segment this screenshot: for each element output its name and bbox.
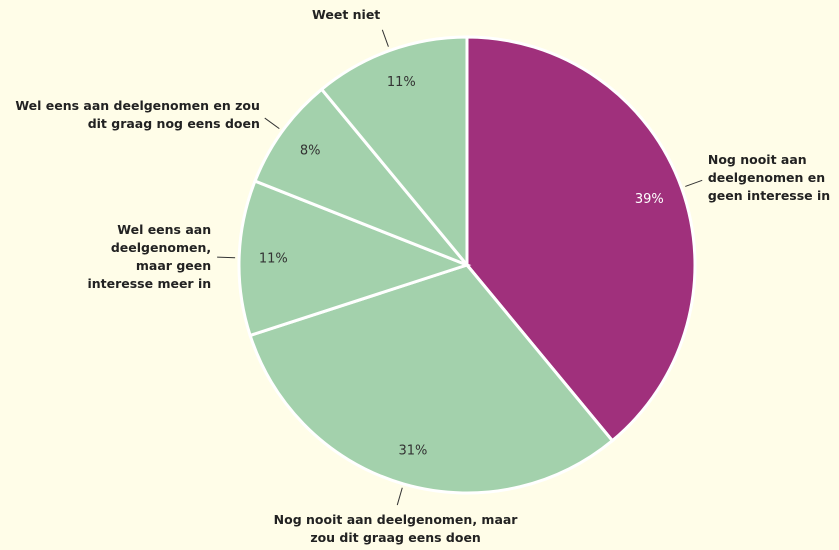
pie-slice: [465, 35, 697, 443]
leader-line: [264, 117, 280, 130]
leader-line: [396, 487, 403, 506]
leader-line: [685, 179, 703, 187]
pie-slice: [248, 263, 615, 495]
value-label: 31%: [398, 444, 427, 459]
pie-slice: [237, 179, 472, 338]
category-label: Wel eens aan deelgenomen, maar geen inte…: [87, 221, 212, 291]
leader-line: [381, 29, 389, 47]
value-label: 11%: [259, 251, 288, 266]
category-label: Wel eens aan deelgenomen en zou dit graa…: [15, 97, 260, 131]
pie-slice: [253, 87, 469, 267]
value-label: 39%: [635, 192, 664, 207]
category-label: Weet niet: [312, 7, 381, 23]
leader-line: [217, 256, 236, 259]
category-label: Nog nooit aan deelgenomen en geen intere…: [707, 152, 831, 204]
value-label: 11%: [387, 75, 416, 90]
value-label: 8%: [300, 144, 321, 159]
category-label: Nog nooit aan deelgenomen, maar zou dit …: [273, 511, 518, 545]
pie-slice: [319, 35, 469, 270]
